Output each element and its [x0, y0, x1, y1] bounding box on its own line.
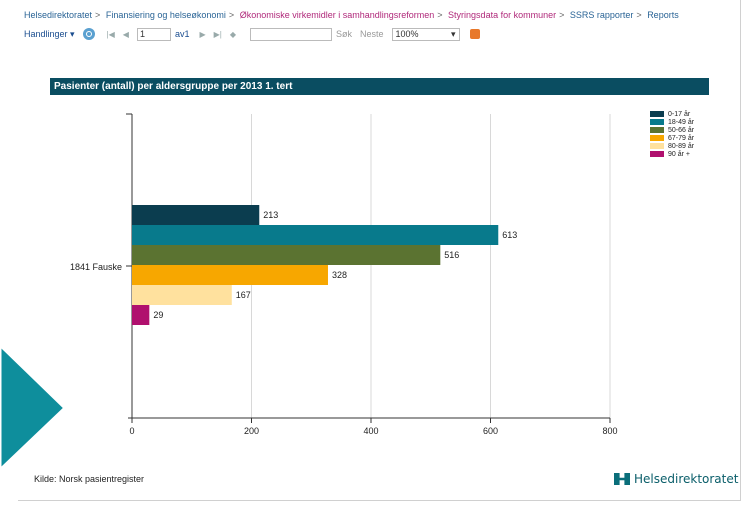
report-toolbar: Handlinger ▾ |◀ ◀ 1 av1 ▶ ▶| ◆ Søk Neste… [24, 26, 480, 42]
bar [132, 225, 499, 245]
x-tick-label: 800 [602, 426, 617, 436]
legend-swatch [650, 135, 664, 141]
helsedirektoratet-logo: Helsedirektoratet [614, 472, 738, 486]
breadcrumb-item[interactable]: Styringsdata for kommuner [448, 10, 557, 20]
bar-value-label: 328 [332, 270, 347, 280]
legend-item: 18-49 år [650, 118, 694, 126]
page-count: av1 [174, 29, 190, 39]
chart-title: Pasienter (antall) per aldersgruppe per … [50, 78, 709, 95]
legend-label: 18-49 år [668, 118, 695, 126]
last-page-icon[interactable]: ▶| [213, 29, 222, 39]
legend-item: 80-89 år [650, 142, 694, 150]
x-tick-label: 600 [483, 426, 498, 436]
export-icon[interactable] [469, 29, 480, 39]
legend-item: 90 år + [650, 150, 694, 158]
breadcrumb-item[interactable]: SSRS rapporter [569, 10, 634, 20]
legend-item: 0-17 år [650, 110, 694, 118]
breadcrumb-item[interactable]: Reports [647, 10, 679, 20]
legend-swatch [650, 111, 664, 117]
legend-label: 90 år + [668, 150, 690, 158]
find-next-link[interactable]: Neste [360, 29, 384, 39]
bar [132, 285, 232, 305]
bar-value-label: 516 [444, 250, 459, 260]
find-text-input[interactable] [250, 27, 332, 41]
logo-icon [614, 473, 630, 485]
bar-value-label: 213 [263, 210, 278, 220]
bar [132, 305, 150, 325]
breadcrumb-item[interactable]: Helsedirektoratet [24, 10, 93, 20]
legend-swatch [650, 119, 664, 125]
breadcrumb: Helsedirektoratet > Finansiering og helse… [24, 10, 679, 20]
category-label: 1841 Fauske [70, 262, 122, 272]
legend-item: 67-79 år [650, 134, 694, 142]
legend-swatch [650, 127, 664, 133]
bar [132, 245, 441, 265]
refresh-icon[interactable] [82, 28, 95, 40]
legend-label: 80-89 år [668, 142, 695, 150]
bar-value-label: 613 [502, 230, 517, 240]
x-tick-label: 200 [244, 426, 259, 436]
legend-label: 67-79 år [668, 134, 695, 142]
decorative-arrow [0, 342, 68, 473]
legend-swatch [650, 151, 664, 157]
back-icon[interactable]: ◆ [229, 29, 236, 39]
actions-menu-button[interactable]: Handlinger ▾ [24, 28, 75, 39]
x-tick-label: 400 [363, 426, 378, 436]
find-link[interactable]: Søk [336, 29, 353, 39]
first-page-icon[interactable]: |◀ [106, 29, 115, 39]
report-frame [18, 0, 741, 501]
zoom-select[interactable]: 100% ▾ [391, 27, 460, 41]
legend-label: 0-17 år [668, 110, 691, 118]
bar [132, 205, 260, 225]
bar-value-label: 167 [236, 290, 251, 300]
x-tick-label: 0 [129, 426, 134, 436]
bar [132, 265, 328, 285]
previous-page-icon[interactable]: ◀ [122, 29, 129, 39]
chart-legend: 0-17 år 18-49 år 50-66 år 67-79 år 80-89 år 9… [650, 110, 694, 158]
source-note: Kilde: Norsk pasientregister [34, 474, 145, 484]
next-page-icon[interactable]: ▶ [199, 29, 206, 39]
zoom-value: 100% [395, 28, 419, 39]
logo-text: Helsedirektoratet [634, 472, 739, 486]
breadcrumb-item[interactable]: Økonomiske virkemidler i samhandlingsref… [239, 10, 435, 20]
bar-value-label: 29 [153, 310, 163, 320]
legend-swatch [650, 143, 664, 149]
breadcrumb-item[interactable]: Finansiering og helseøkonomi [105, 10, 226, 20]
legend-label: 50-66 år [668, 126, 695, 134]
legend-item: 50-66 år [650, 126, 694, 134]
chevron-down-icon: ▾ [451, 28, 456, 39]
page-number-input[interactable]: 1 [136, 27, 171, 41]
